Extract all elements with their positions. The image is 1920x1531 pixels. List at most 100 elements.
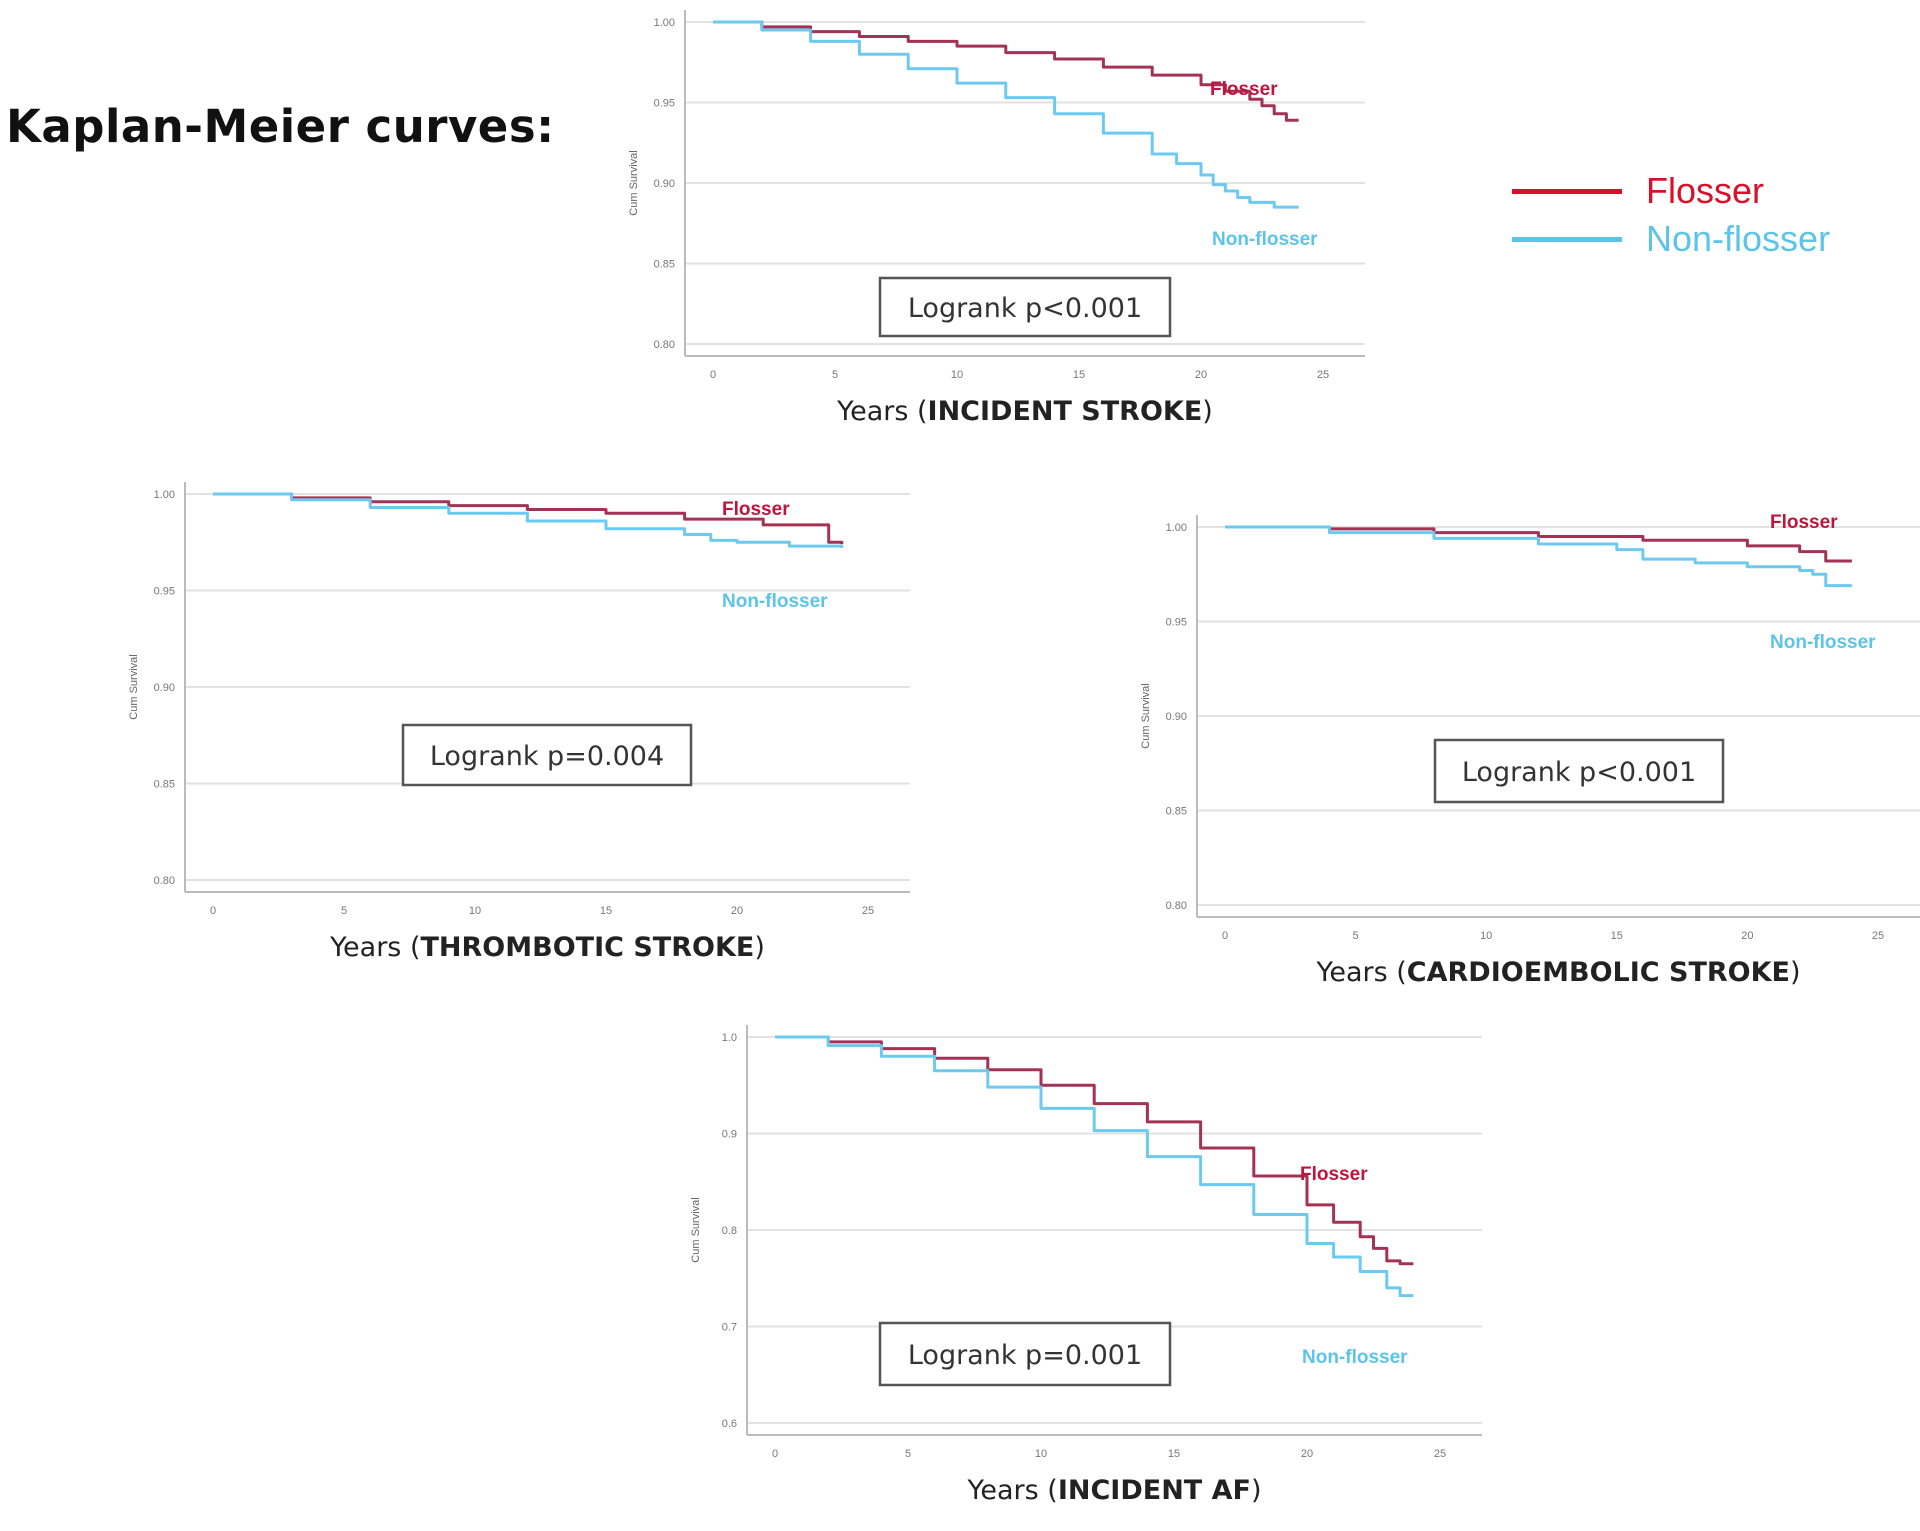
series-label-non-flosser: Non-flosser <box>1302 1347 1408 1368</box>
x-tick-label: 20 <box>1195 369 1207 381</box>
x-tick-label: 10 <box>951 369 963 381</box>
y-tick-label: 0.8 <box>722 1225 737 1237</box>
logrank-annotation: Logrank p<0.001 <box>1462 757 1696 788</box>
y-tick-label: 0.85 <box>654 259 675 271</box>
chart-group: 0.80 0.85 0.90 0.95 1.00 0 5 10 15 20 25 Cum Surviv… <box>1140 512 1920 988</box>
curve-flosser <box>775 1035 1414 1266</box>
legend-swatch-flosser <box>1512 189 1622 194</box>
legend-label-non-flosser: Non-flosser <box>1646 218 1831 259</box>
curve-non-flosser <box>1225 525 1852 588</box>
logrank-annotation: Logrank p=0.001 <box>908 1340 1142 1371</box>
x-axis-label-prefix: Years ( <box>1315 957 1406 988</box>
y-tick-label: 1.00 <box>654 17 675 29</box>
y-tick-label: 0.95 <box>154 586 175 598</box>
x-tick-label: 25 <box>862 905 874 917</box>
y-tick-label: 0.80 <box>154 875 175 887</box>
legend: Flosser Non-flosser <box>1512 170 1912 270</box>
x-tick-label: 15 <box>1073 369 1085 381</box>
y-axis-label: Cum Survival <box>690 1197 702 1262</box>
y-tick-label: 0.90 <box>154 682 175 694</box>
x-tick-label: 20 <box>1301 1448 1313 1460</box>
page-title: Kaplan-Meier curves: <box>6 100 555 153</box>
logrank-box <box>878 276 1172 338</box>
chart-group: 0.6 0.7 0.8 0.9 1.0 0 5 10 15 20 25 Cum Survival Yea… <box>690 1025 1482 1506</box>
curve-flosser <box>713 20 1299 122</box>
y-tick-label: 0.7 <box>722 1322 737 1334</box>
series-label-flosser: Flosser <box>1300 1164 1368 1185</box>
x-axis-label: Years (THROMBOTIC STROKE) <box>329 932 765 963</box>
legend-label-flosser: Flosser <box>1646 170 1765 211</box>
curve-flosser <box>1225 525 1852 563</box>
x-tick-label: 25 <box>1872 930 1884 942</box>
curve-non-flosser <box>775 1035 1414 1298</box>
x-axis-label-prefix: Years ( <box>966 1475 1057 1506</box>
x-tick-label: 15 <box>1611 930 1623 942</box>
x-tick-label: 5 <box>341 905 347 917</box>
curve-non-flosser <box>213 492 844 549</box>
x-axis-label-event: INCIDENT STROKE <box>928 396 1203 427</box>
x-axis-label-prefix: Years ( <box>329 932 420 963</box>
x-axis-label-prefix: Years ( <box>836 396 927 427</box>
y-tick-label: 0.80 <box>1166 900 1187 912</box>
logrank-box <box>1433 738 1725 804</box>
y-axis-label: Cum Survival <box>128 654 140 719</box>
series-label-non-flosser: Non-flosser <box>1770 632 1876 653</box>
x-tick-label: 0 <box>1222 930 1228 942</box>
logrank-box <box>401 723 693 787</box>
series-label-flosser: Flosser <box>1770 512 1838 533</box>
y-tick-label: 1.00 <box>1166 522 1187 534</box>
x-tick-label: 15 <box>1168 1448 1180 1460</box>
series-label-non-flosser: Non-flosser <box>722 591 828 612</box>
x-axis-label: Years (CARDIOEMBOLIC STROKE) <box>1315 957 1800 988</box>
y-tick-label: 0.90 <box>654 178 675 190</box>
x-tick-label: 5 <box>1353 930 1359 942</box>
x-tick-label: 0 <box>710 369 716 381</box>
y-tick-label: 0.9 <box>722 1129 737 1141</box>
x-tick-label: 10 <box>469 905 481 917</box>
y-tick-label: 0.90 <box>1166 711 1187 723</box>
curve-non-flosser <box>713 20 1299 209</box>
x-axis-label: Years (INCIDENT STROKE) <box>836 396 1213 427</box>
logrank-annotation: Logrank p<0.001 <box>908 293 1142 324</box>
series-label-flosser: Flosser <box>1210 79 1278 100</box>
x-tick-label: 25 <box>1434 1448 1446 1460</box>
x-axis-label-suffix: ) <box>1202 396 1213 427</box>
x-axis-label-event: INCIDENT AF <box>1058 1475 1251 1506</box>
y-tick-label: 0.85 <box>154 779 175 791</box>
logrank-annotation: Logrank p=0.004 <box>430 741 664 772</box>
y-tick-label: 0.85 <box>1166 806 1187 818</box>
x-axis-label-event: CARDIOEMBOLIC STROKE <box>1407 957 1790 988</box>
y-axis-label: Cum Survival <box>1140 683 1152 748</box>
y-axis-label: Cum Survival <box>628 150 640 215</box>
x-tick-label: 0 <box>210 905 216 917</box>
x-tick-label: 20 <box>731 905 743 917</box>
x-tick-label: 5 <box>905 1448 911 1460</box>
x-axis-label-suffix: ) <box>1790 957 1801 988</box>
chart-group: 0.80 0.85 0.90 0.95 1.00 0 5 10 15 20 25 Cum Surviv… <box>628 10 1365 427</box>
x-tick-label: 10 <box>1480 930 1492 942</box>
x-tick-label: 25 <box>1317 369 1329 381</box>
logrank-box <box>878 1321 1172 1387</box>
y-tick-label: 0.80 <box>654 339 675 351</box>
x-tick-label: 10 <box>1035 1448 1047 1460</box>
x-tick-label: 0 <box>772 1448 778 1460</box>
y-tick-label: 0.95 <box>1166 617 1187 629</box>
series-label-flosser: Flosser <box>722 499 790 520</box>
y-tick-label: 0.95 <box>654 98 675 110</box>
chart-group: 0.80 0.85 0.90 0.95 1.00 0 5 10 15 20 25 Cum Surviv… <box>128 482 910 963</box>
x-axis-label-event: THROMBOTIC STROKE <box>421 932 755 963</box>
series-label-non-flosser: Non-flosser <box>1212 229 1318 250</box>
x-axis-label-suffix: ) <box>754 932 765 963</box>
x-tick-label: 20 <box>1741 930 1753 942</box>
y-tick-label: 1.0 <box>722 1032 737 1044</box>
y-tick-label: 1.00 <box>154 489 175 501</box>
legend-swatch-non-flosser <box>1512 237 1622 242</box>
x-axis-label-suffix: ) <box>1251 1475 1262 1506</box>
y-tick-label: 0.6 <box>722 1418 737 1430</box>
x-tick-label: 15 <box>600 905 612 917</box>
x-axis-label: Years (INCIDENT AF) <box>966 1475 1261 1506</box>
